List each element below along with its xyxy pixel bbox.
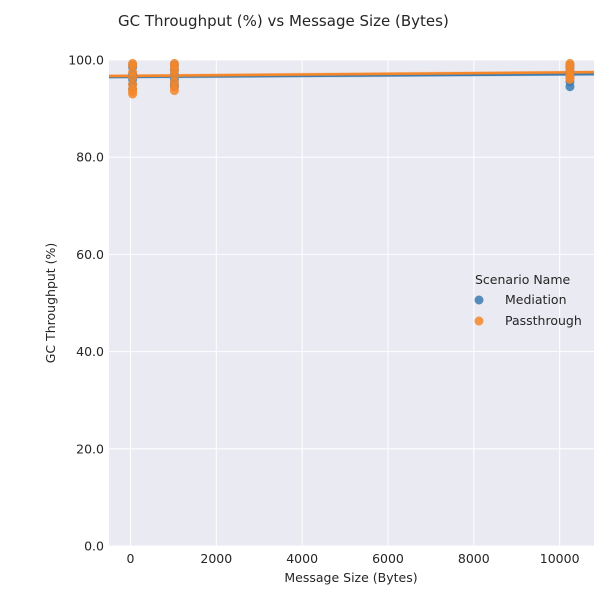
- x-tick-label: 0: [126, 551, 134, 566]
- data-point-passthrough: [128, 89, 138, 99]
- legend-title: Scenario Name: [475, 272, 571, 287]
- y-tick-label: 80.0: [76, 150, 104, 165]
- x-tick-label: 6000: [372, 551, 404, 566]
- x-tick-label: 2000: [200, 551, 232, 566]
- y-axis-ticks: 0.0 20.0 40.0 60.0 80.0 100.0: [68, 53, 104, 554]
- y-tick-label: 20.0: [76, 441, 104, 456]
- y-tick-label: 100.0: [68, 53, 104, 68]
- y-tick-label: 0.0: [84, 539, 104, 554]
- regression-lines: [108, 70, 595, 79]
- grid: [109, 59, 594, 547]
- legend-label-passthrough: Passthrough: [505, 313, 582, 328]
- legend: Scenario Name Mediation Passthrough: [474, 272, 582, 328]
- y-tick-label: 60.0: [76, 247, 104, 262]
- scatter-points: [128, 58, 575, 99]
- chart-title: GC Throughput (%) vs Message Size (Bytes…: [118, 12, 449, 30]
- x-axis-label: Message Size (Bytes): [284, 570, 417, 585]
- legend-marker-passthrough: [474, 316, 484, 326]
- x-axis-ticks: 0 2000 4000 6000 8000 10000: [126, 551, 579, 566]
- data-point-passthrough: [128, 72, 138, 82]
- x-tick-label: 8000: [458, 551, 490, 566]
- data-point-passthrough: [169, 71, 179, 81]
- data-point-passthrough: [169, 86, 179, 96]
- data-point-passthrough: [128, 61, 138, 71]
- y-axis-label: GC Throughput (%): [43, 243, 58, 364]
- legend-label-mediation: Mediation: [505, 292, 567, 307]
- fit-line-passthrough: [108, 70, 595, 78]
- data-point-passthrough: [565, 74, 575, 84]
- x-tick-label: 4000: [286, 551, 318, 566]
- plot-area: [109, 60, 594, 546]
- y-tick-label: 40.0: [76, 344, 104, 359]
- legend-marker-mediation: [474, 295, 484, 305]
- x-tick-label: 10000: [540, 551, 580, 566]
- data-point-mediation: [565, 82, 575, 92]
